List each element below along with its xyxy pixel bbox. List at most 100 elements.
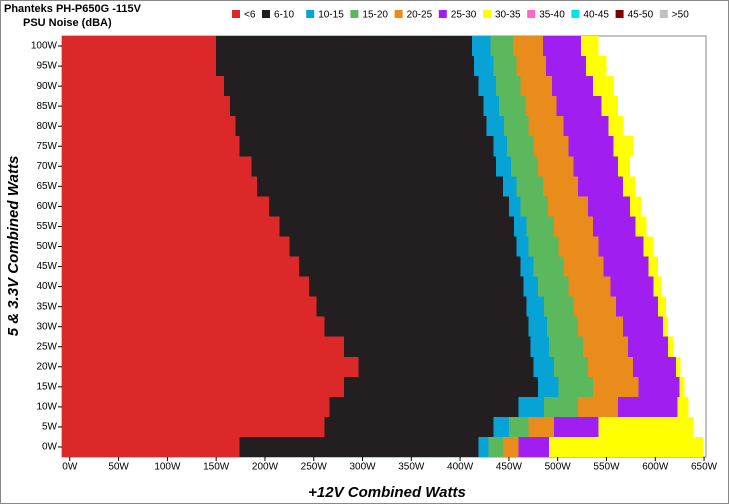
heat-cell xyxy=(62,96,230,117)
heat-cell xyxy=(289,236,517,257)
heat-cell xyxy=(543,36,582,57)
heat-cell xyxy=(520,76,552,97)
heat-cell xyxy=(648,256,659,277)
heat-cell xyxy=(528,116,564,137)
heat-cell xyxy=(239,436,479,457)
heat-cell xyxy=(538,156,574,177)
heat-cell xyxy=(62,196,269,217)
y-tick-label: 75W xyxy=(36,141,57,152)
heat-cell xyxy=(551,76,593,97)
legend-label: 40-45 xyxy=(583,10,609,21)
heat-cell xyxy=(62,416,325,437)
heat-cell xyxy=(493,56,517,77)
heat-cell xyxy=(627,336,668,357)
heat-cell xyxy=(62,296,317,317)
heat-cell xyxy=(62,376,344,397)
heat-cell xyxy=(504,116,529,137)
heat-cell xyxy=(503,436,519,457)
heat-cell xyxy=(563,116,609,137)
heat-cell xyxy=(526,216,554,237)
heat-cell xyxy=(496,76,521,97)
chart-subtitle: PSU Noise (dBA) xyxy=(23,17,112,29)
legend-swatch xyxy=(615,10,624,18)
heat-cell xyxy=(583,336,628,357)
heat-cell xyxy=(623,176,636,197)
y-tick-label: 85W xyxy=(36,101,57,112)
heat-cell xyxy=(643,236,654,257)
heat-cell xyxy=(496,156,511,177)
y-tick-label: 35W xyxy=(36,301,57,312)
heat-cell xyxy=(343,336,531,357)
heatmap xyxy=(62,36,704,457)
y-tick-label: 10W xyxy=(36,402,57,413)
legend-label: 10-15 xyxy=(318,10,344,21)
heat-cell xyxy=(508,196,521,217)
heat-cell xyxy=(578,176,624,197)
heat-cell xyxy=(632,356,676,377)
heat-cell xyxy=(490,36,513,57)
heat-cell xyxy=(473,56,494,77)
y-tick-label: 5W xyxy=(42,422,58,433)
heat-cell xyxy=(268,196,509,217)
legend-label: 6-10 xyxy=(274,10,294,21)
heat-cell xyxy=(568,136,614,157)
legend-swatch xyxy=(232,10,240,18)
heat-cell xyxy=(563,256,604,277)
y-tick-label: 65W xyxy=(36,181,57,192)
y-axis-title: 5 & 3.3V Combined Watts xyxy=(5,156,22,337)
heat-cell xyxy=(516,236,529,257)
heat-cell xyxy=(613,136,633,157)
heat-cell xyxy=(548,436,704,457)
heat-cell xyxy=(493,416,509,437)
heat-cell xyxy=(324,316,529,337)
heat-cell xyxy=(530,336,549,357)
heat-cell xyxy=(573,156,619,177)
heat-cell xyxy=(528,236,559,257)
y-tick-label: 45W xyxy=(36,261,57,272)
heat-cell xyxy=(573,296,617,317)
heat-cell xyxy=(635,216,647,237)
heat-cell xyxy=(618,396,678,417)
heat-cell xyxy=(518,396,545,417)
heat-cell xyxy=(499,96,526,117)
heat-cell xyxy=(546,316,579,337)
heat-cell xyxy=(556,96,602,117)
heat-cell xyxy=(257,176,504,197)
heat-cell xyxy=(62,116,236,137)
heat-cell xyxy=(653,276,662,297)
heat-cell xyxy=(471,36,491,57)
heat-cell xyxy=(598,236,644,257)
x-tick-label: 400W xyxy=(447,462,474,473)
y-tick-label: 55W xyxy=(36,221,57,232)
heat-cell xyxy=(512,36,544,57)
legend-swatch xyxy=(659,10,668,18)
x-axis-title: +12V Combined Watts xyxy=(308,484,466,501)
heat-cell xyxy=(510,156,539,177)
heat-cell xyxy=(592,216,636,237)
x-tick-label: 450W xyxy=(496,462,523,473)
y-tick-label: 40W xyxy=(36,281,57,292)
y-tick-label: 100W xyxy=(31,41,58,52)
heat-cell xyxy=(533,356,554,377)
legend-swatch xyxy=(306,10,315,18)
heat-cell xyxy=(679,376,685,397)
heat-cell xyxy=(516,56,546,77)
heat-cell xyxy=(585,56,607,77)
x-tick-label: 50W xyxy=(108,462,129,473)
heat-cell xyxy=(568,276,611,297)
x-tick-label: 500W xyxy=(545,462,572,473)
heat-cell xyxy=(216,56,474,77)
heat-cell xyxy=(523,276,539,297)
heat-cell xyxy=(553,416,599,437)
heat-cell xyxy=(520,196,548,217)
y-tick-label: 50W xyxy=(36,241,57,252)
heat-cell xyxy=(503,176,517,197)
legend-label: 30-35 xyxy=(495,10,521,21)
heat-cell xyxy=(544,296,574,317)
heat-cell xyxy=(548,336,584,357)
legend-label: <6 xyxy=(244,10,256,21)
heat-cell xyxy=(558,376,593,397)
heat-cell xyxy=(629,196,642,217)
heat-cell xyxy=(478,436,489,457)
heat-cell xyxy=(251,156,497,177)
